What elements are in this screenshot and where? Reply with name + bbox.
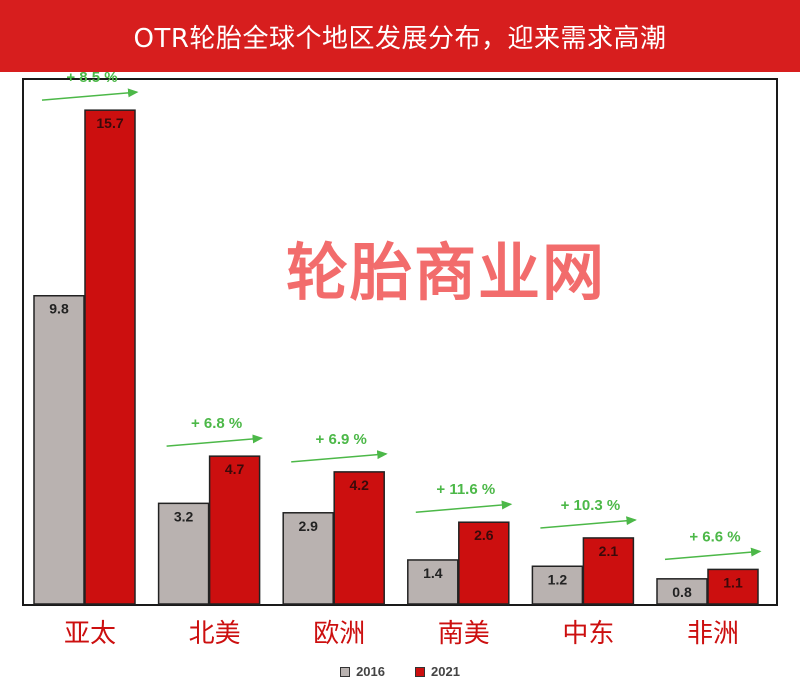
category-label-4: 中东 bbox=[562, 619, 614, 649]
growth-label-3: + 11.6 % bbox=[436, 481, 495, 498]
data-label-2021-1: 4.7 bbox=[225, 461, 245, 477]
growth-label-5: + 6.6 % bbox=[689, 528, 740, 545]
bar-2016-4 bbox=[531, 565, 584, 605]
data-label-2016-1: 3.2 bbox=[174, 508, 194, 524]
data-label-2021-3: 2.6 bbox=[474, 527, 494, 543]
growth-label-4: + 10.3 % bbox=[561, 497, 621, 514]
data-label-2021-5: 1.1 bbox=[723, 574, 743, 590]
legend-item-2021: 2021 bbox=[415, 664, 460, 679]
growth-label-1: + 6.8 % bbox=[191, 415, 242, 432]
watermark: 轮胎商业网 bbox=[286, 236, 607, 309]
category-label-3: 南美 bbox=[438, 619, 490, 649]
growth-label-0: + 8.5 % bbox=[66, 69, 117, 86]
data-label-2016-3: 1.4 bbox=[423, 565, 443, 581]
bar-2016-2 bbox=[282, 512, 334, 605]
data-label-2016-0: 9.8 bbox=[49, 301, 69, 317]
title-bar: OTR轮胎全球个地区发展分布，迎来需求高潮 bbox=[0, 0, 800, 72]
data-label-2016-5: 0.8 bbox=[672, 584, 692, 600]
growth-label-2: + 6.9 % bbox=[316, 431, 367, 448]
data-label-2021-4: 2.1 bbox=[599, 543, 619, 559]
growth-arrow-1 bbox=[166, 434, 264, 447]
growth-arrow-5 bbox=[664, 547, 762, 561]
data-label-2021-2: 4.2 bbox=[349, 477, 369, 493]
bar-2016-5 bbox=[656, 578, 708, 605]
bar-2021-4 bbox=[582, 537, 635, 605]
growth-arrow-2 bbox=[291, 450, 388, 463]
data-label-2016-4: 1.2 bbox=[548, 571, 568, 587]
legend-swatch-2016 bbox=[340, 666, 351, 677]
bar-2021-2 bbox=[333, 471, 385, 605]
legend-label-2016: 2016 bbox=[356, 664, 385, 679]
bar-2021-1 bbox=[208, 455, 261, 605]
bar-2016-3 bbox=[407, 559, 459, 605]
legend-item-2016: 2016 bbox=[340, 664, 385, 679]
page-title: OTR轮胎全球个地区发展分布，迎来需求高潮 bbox=[133, 23, 667, 54]
data-label-2016-2: 2.9 bbox=[298, 518, 318, 534]
bar-2021-0 bbox=[84, 109, 136, 605]
bar-2016-1 bbox=[157, 502, 210, 605]
growth-arrow-0 bbox=[41, 88, 139, 101]
bar-2021-5 bbox=[707, 568, 759, 605]
data-label-2021-0: 15.7 bbox=[96, 115, 123, 131]
category-label-2: 欧洲 bbox=[313, 619, 365, 649]
category-label-0: 亚太 bbox=[64, 619, 116, 649]
growth-arrow-3 bbox=[415, 500, 513, 513]
plot-frame bbox=[22, 78, 778, 606]
bar-2021-3 bbox=[458, 521, 510, 605]
category-label-5: 非洲 bbox=[687, 619, 739, 649]
growth-arrow-4 bbox=[540, 516, 637, 529]
category-label-1: 北美 bbox=[189, 619, 241, 649]
bar-2016-0 bbox=[33, 294, 85, 605]
legend-swatch-2021 bbox=[415, 666, 425, 677]
legend-label-2021: 2021 bbox=[431, 664, 460, 679]
chart-legend: 2016 2021 bbox=[0, 664, 800, 679]
